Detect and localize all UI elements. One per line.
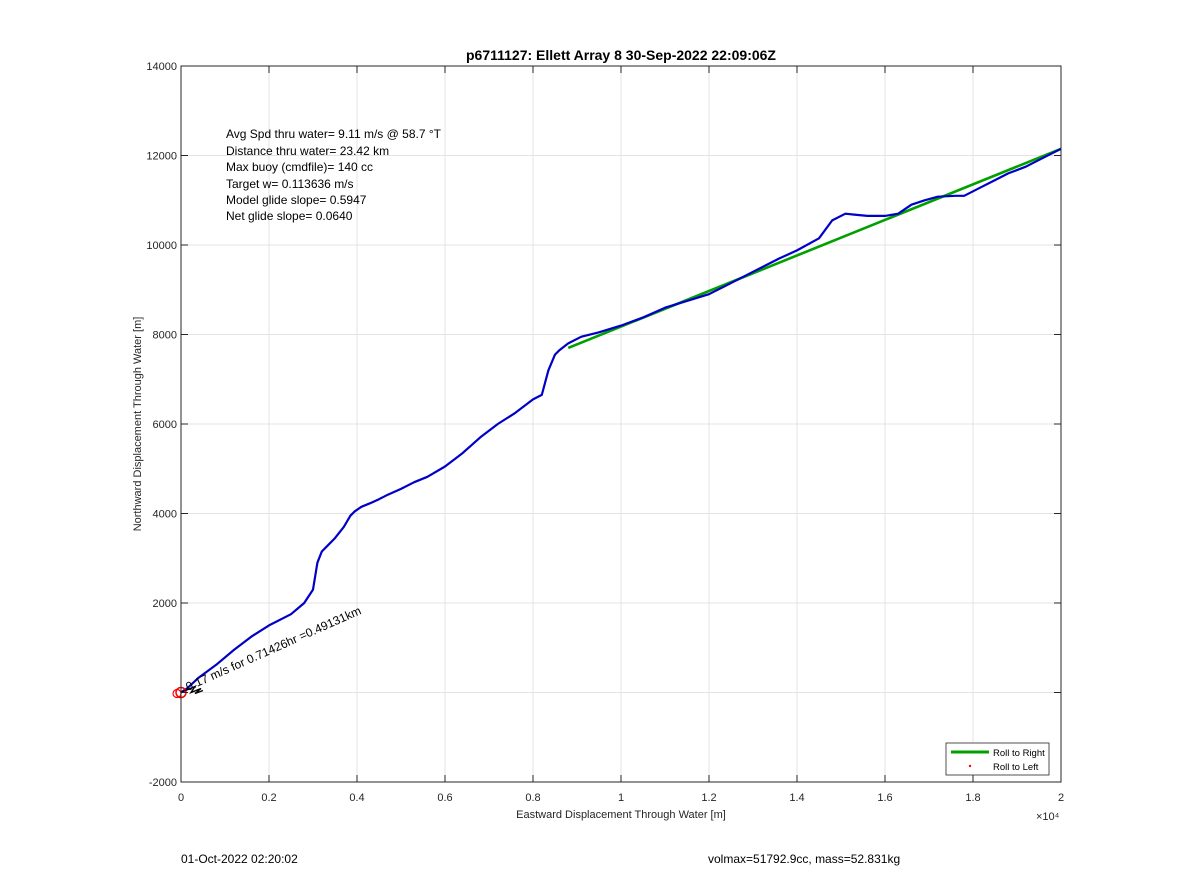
y-tick-label: 4000	[153, 509, 177, 521]
series-layer	[181, 147, 1061, 694]
x-tick-label: 0.2	[261, 792, 276, 804]
legend: Roll to Right Roll to Left	[945, 742, 1050, 776]
y-tick-label: 10000	[146, 240, 177, 252]
x-tick-label: 1.2	[701, 792, 716, 804]
stats-max-buoy: Max buoy (cmdfile)= 140 cc	[226, 160, 373, 174]
x-tick-label: 0.6	[437, 792, 452, 804]
x-axis-label: Eastward Displacement Through Water [m]	[516, 809, 726, 821]
stats-net-glide: Net glide slope= 0.0640	[226, 209, 353, 223]
y-tick-label: 2000	[153, 598, 177, 610]
stats-distance: Distance thru water= 23.42 km	[226, 144, 389, 158]
footer-glider-params: volmax=51792.9cc, mass=52.831kg	[708, 852, 901, 866]
x-tick-label: 2	[1058, 792, 1064, 804]
y-tick-label: 12000	[146, 151, 177, 163]
x-tick-label: 1.8	[965, 792, 980, 804]
x-tick-label: 0.8	[525, 792, 540, 804]
stats-target-w: Target w= 0.113636 m/s	[226, 177, 354, 191]
trajectory-line	[181, 147, 1061, 694]
stats-model-glide: Model glide slope= 0.5947	[226, 193, 367, 207]
legend-roll-left-swatch	[968, 764, 972, 768]
y-tick-label: 8000	[153, 330, 177, 342]
chart-title: p6711127: Ellett Array 8 30-Sep-2022 22:…	[466, 47, 776, 63]
stats-text-box: Avg Spd thru water= 9.11 m/s @ 58.7 °T D…	[226, 127, 442, 223]
y-tick-label: 14000	[146, 61, 177, 73]
x-tick-label: 1	[618, 792, 624, 804]
legend-box	[945, 742, 1050, 776]
x-axis-multiplier: ×10⁴	[1036, 811, 1060, 823]
legend-roll-left-label: Roll to Left	[993, 762, 1039, 773]
y-tick-label: 6000	[153, 419, 177, 431]
x-tick-label: 0.4	[349, 792, 364, 804]
stats-avg-speed: Avg Spd thru water= 9.11 m/s @ 58.7 °T	[226, 127, 442, 141]
x-tick-label: 1.6	[877, 792, 892, 804]
legend-roll-right-label: Roll to Right	[993, 748, 1045, 759]
axis-ticks: 0 0.2 0.4 0.6 0.8 1 1.2 1.4 1.6 1.8 2 -2000 2000 4000…	[146, 61, 1064, 804]
footer-timestamp: 01-Oct-2022 02:20:02	[181, 852, 298, 866]
y-tick-label: -2000	[149, 777, 177, 789]
y-axis-label: Northward Displacement Through Water [m]	[132, 317, 144, 532]
start-arrow-marker	[180, 684, 204, 695]
x-tick-label: 1.4	[789, 792, 804, 804]
x-tick-label: 0	[178, 792, 184, 804]
